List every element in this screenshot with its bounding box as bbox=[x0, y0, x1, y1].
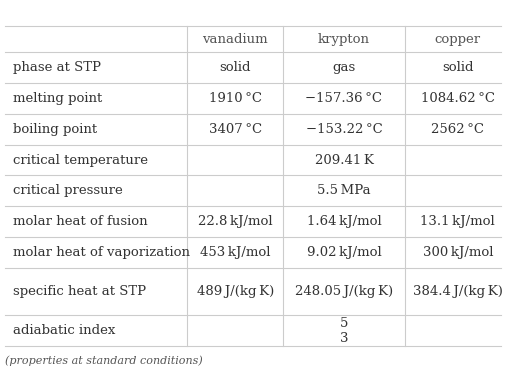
Text: 3407 °C: 3407 °C bbox=[209, 123, 262, 136]
Text: 300 kJ/mol: 300 kJ/mol bbox=[423, 246, 493, 259]
Text: molar heat of vaporization: molar heat of vaporization bbox=[13, 246, 190, 259]
Text: 209.41 K: 209.41 K bbox=[314, 154, 373, 166]
Text: −157.36 °C: −157.36 °C bbox=[305, 92, 383, 105]
Text: vanadium: vanadium bbox=[203, 33, 268, 46]
Text: 2562 °C: 2562 °C bbox=[431, 123, 484, 136]
Text: 1084.62 °C: 1084.62 °C bbox=[421, 92, 495, 105]
Text: solid: solid bbox=[442, 62, 473, 74]
Text: 1.64 kJ/mol: 1.64 kJ/mol bbox=[307, 215, 381, 228]
Text: solid: solid bbox=[220, 62, 251, 74]
Text: molar heat of fusion: molar heat of fusion bbox=[13, 215, 147, 228]
Text: copper: copper bbox=[435, 33, 481, 46]
Text: 5.5 MPa: 5.5 MPa bbox=[317, 184, 371, 197]
Text: 22.8 kJ/mol: 22.8 kJ/mol bbox=[198, 215, 272, 228]
Text: 1910 °C: 1910 °C bbox=[209, 92, 262, 105]
Text: 248.05 J/(kg K): 248.05 J/(kg K) bbox=[295, 285, 393, 298]
Text: 9.02 kJ/mol: 9.02 kJ/mol bbox=[307, 246, 381, 259]
Text: boiling point: boiling point bbox=[13, 123, 97, 136]
Text: gas: gas bbox=[332, 62, 356, 74]
Text: adiabatic index: adiabatic index bbox=[13, 324, 115, 337]
Text: krypton: krypton bbox=[318, 33, 370, 46]
Text: critical pressure: critical pressure bbox=[13, 184, 123, 197]
Text: specific heat at STP: specific heat at STP bbox=[13, 285, 146, 298]
Text: 13.1 kJ/mol: 13.1 kJ/mol bbox=[420, 215, 495, 228]
Text: 453 kJ/mol: 453 kJ/mol bbox=[200, 246, 270, 259]
Text: 489 J/(kg K): 489 J/(kg K) bbox=[196, 285, 274, 298]
Text: critical temperature: critical temperature bbox=[13, 154, 148, 166]
Text: (properties at standard conditions): (properties at standard conditions) bbox=[5, 356, 203, 366]
Text: phase at STP: phase at STP bbox=[13, 62, 101, 74]
Text: −153.22 °C: −153.22 °C bbox=[306, 123, 382, 136]
Text: 384.4 J/(kg K): 384.4 J/(kg K) bbox=[413, 285, 503, 298]
Text: melting point: melting point bbox=[13, 92, 102, 105]
Text: 5
3: 5 3 bbox=[340, 317, 348, 345]
